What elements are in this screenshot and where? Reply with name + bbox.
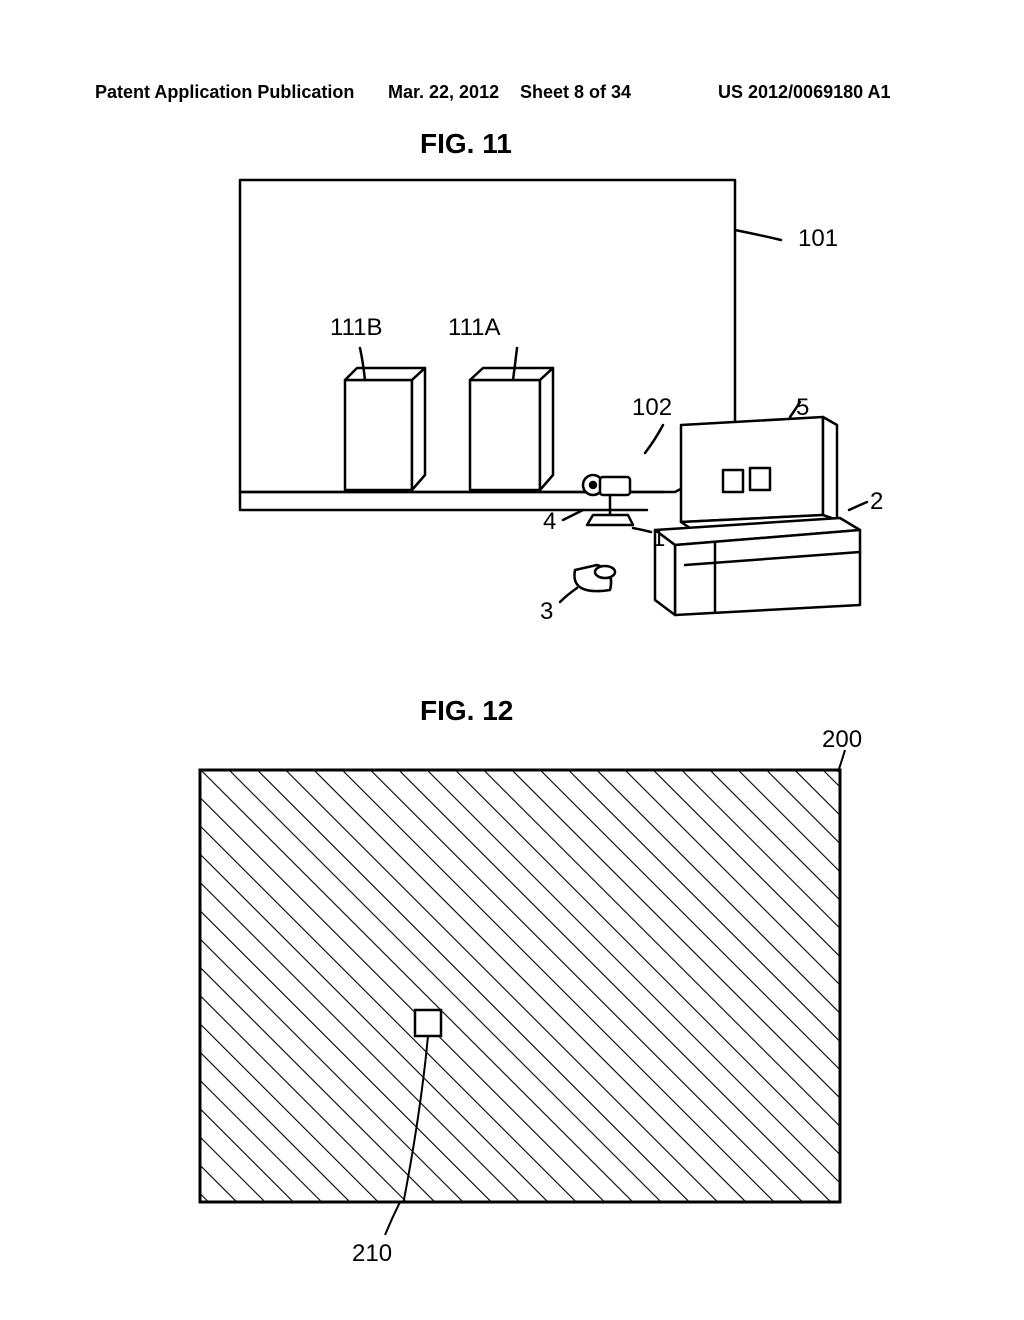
label-4: 4 (543, 508, 556, 536)
header-date: Mar. 22, 2012 (388, 82, 499, 103)
label-1: 1 (652, 525, 665, 553)
label-3: 3 (540, 598, 553, 626)
label-111B: 111B (330, 314, 383, 342)
label-111A: 111A (448, 314, 501, 342)
fig12-diagram (170, 740, 870, 1240)
label-101: 101 (798, 225, 838, 253)
label-210: 210 (352, 1240, 392, 1268)
label-200: 200 (822, 726, 862, 754)
fig11-title: FIG. 11 (420, 128, 512, 160)
label-5: 5 (796, 394, 809, 422)
header-sheet: Sheet 8 of 34 (520, 82, 631, 103)
fig12-title: FIG. 12 (420, 695, 513, 727)
header-publication: Patent Application Publication (95, 82, 354, 103)
label-2: 2 (870, 488, 883, 516)
header-docnum: US 2012/0069180 A1 (718, 82, 890, 103)
label-102: 102 (632, 394, 672, 422)
